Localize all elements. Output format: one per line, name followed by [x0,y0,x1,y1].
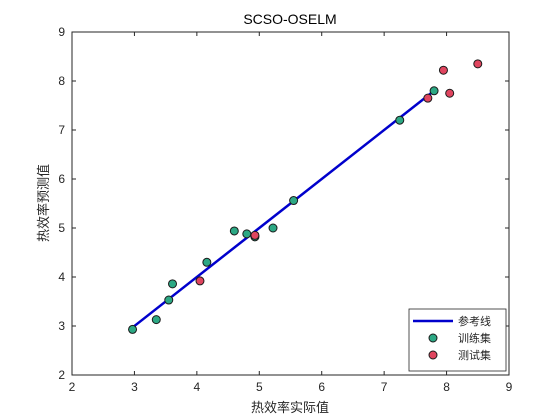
y-axis: 2 3 4 5 6 7 8 9 [58,25,509,382]
y-tick-label: 8 [58,74,65,88]
x-tick-label: 3 [131,380,138,394]
legend: 参考线 训练集 测试集 [408,308,507,372]
x-tick-label: 4 [194,380,201,394]
test-point [423,93,433,103]
y-tick-label: 4 [58,270,65,284]
x-tick-label: 9 [506,380,513,394]
x-tick-label: 5 [256,380,263,394]
train-point [128,324,138,334]
legend-ref-line-label: 参考线 [458,314,491,328]
y-tick-label: 7 [58,123,65,137]
test-point [473,59,483,69]
chart-title: SCSO-OSELM [243,11,336,27]
test-point [445,88,455,98]
x-axis: 2 3 4 5 6 7 8 9 [69,32,513,394]
train-point [242,229,252,239]
legend-box [408,308,507,372]
y-tick-label: 3 [58,319,65,333]
test-point [438,65,448,75]
y-tick-label: 9 [58,25,65,39]
train-point [168,279,178,289]
y-axis-label: 热效率预测值 [36,164,52,242]
train-point [395,115,405,125]
train-point [429,86,439,96]
x-axis-label: 热效率实际值 [251,400,329,416]
test-point [195,276,205,286]
x-tick-label: 2 [69,380,76,394]
legend-train-marker [428,333,438,343]
legend-test-label: 测试集 [458,348,491,362]
points-layer [128,59,483,334]
reference-line-layer [130,92,432,330]
y-tick-label: 6 [58,172,65,186]
legend-train-label: 训练集 [458,331,491,345]
train-point [202,257,212,267]
legend-test-marker [428,350,438,360]
x-tick-label: 8 [443,380,450,394]
y-tick-label: 2 [58,368,65,382]
train-point [164,295,174,305]
reference-line [130,92,432,330]
train-point [289,196,299,206]
test-point [250,230,260,240]
train-point [268,223,278,233]
x-tick-label: 6 [318,380,325,394]
x-tick-label: 7 [381,380,388,394]
train-point [229,226,239,236]
y-tick-label: 5 [58,221,65,235]
train-point [151,315,161,325]
